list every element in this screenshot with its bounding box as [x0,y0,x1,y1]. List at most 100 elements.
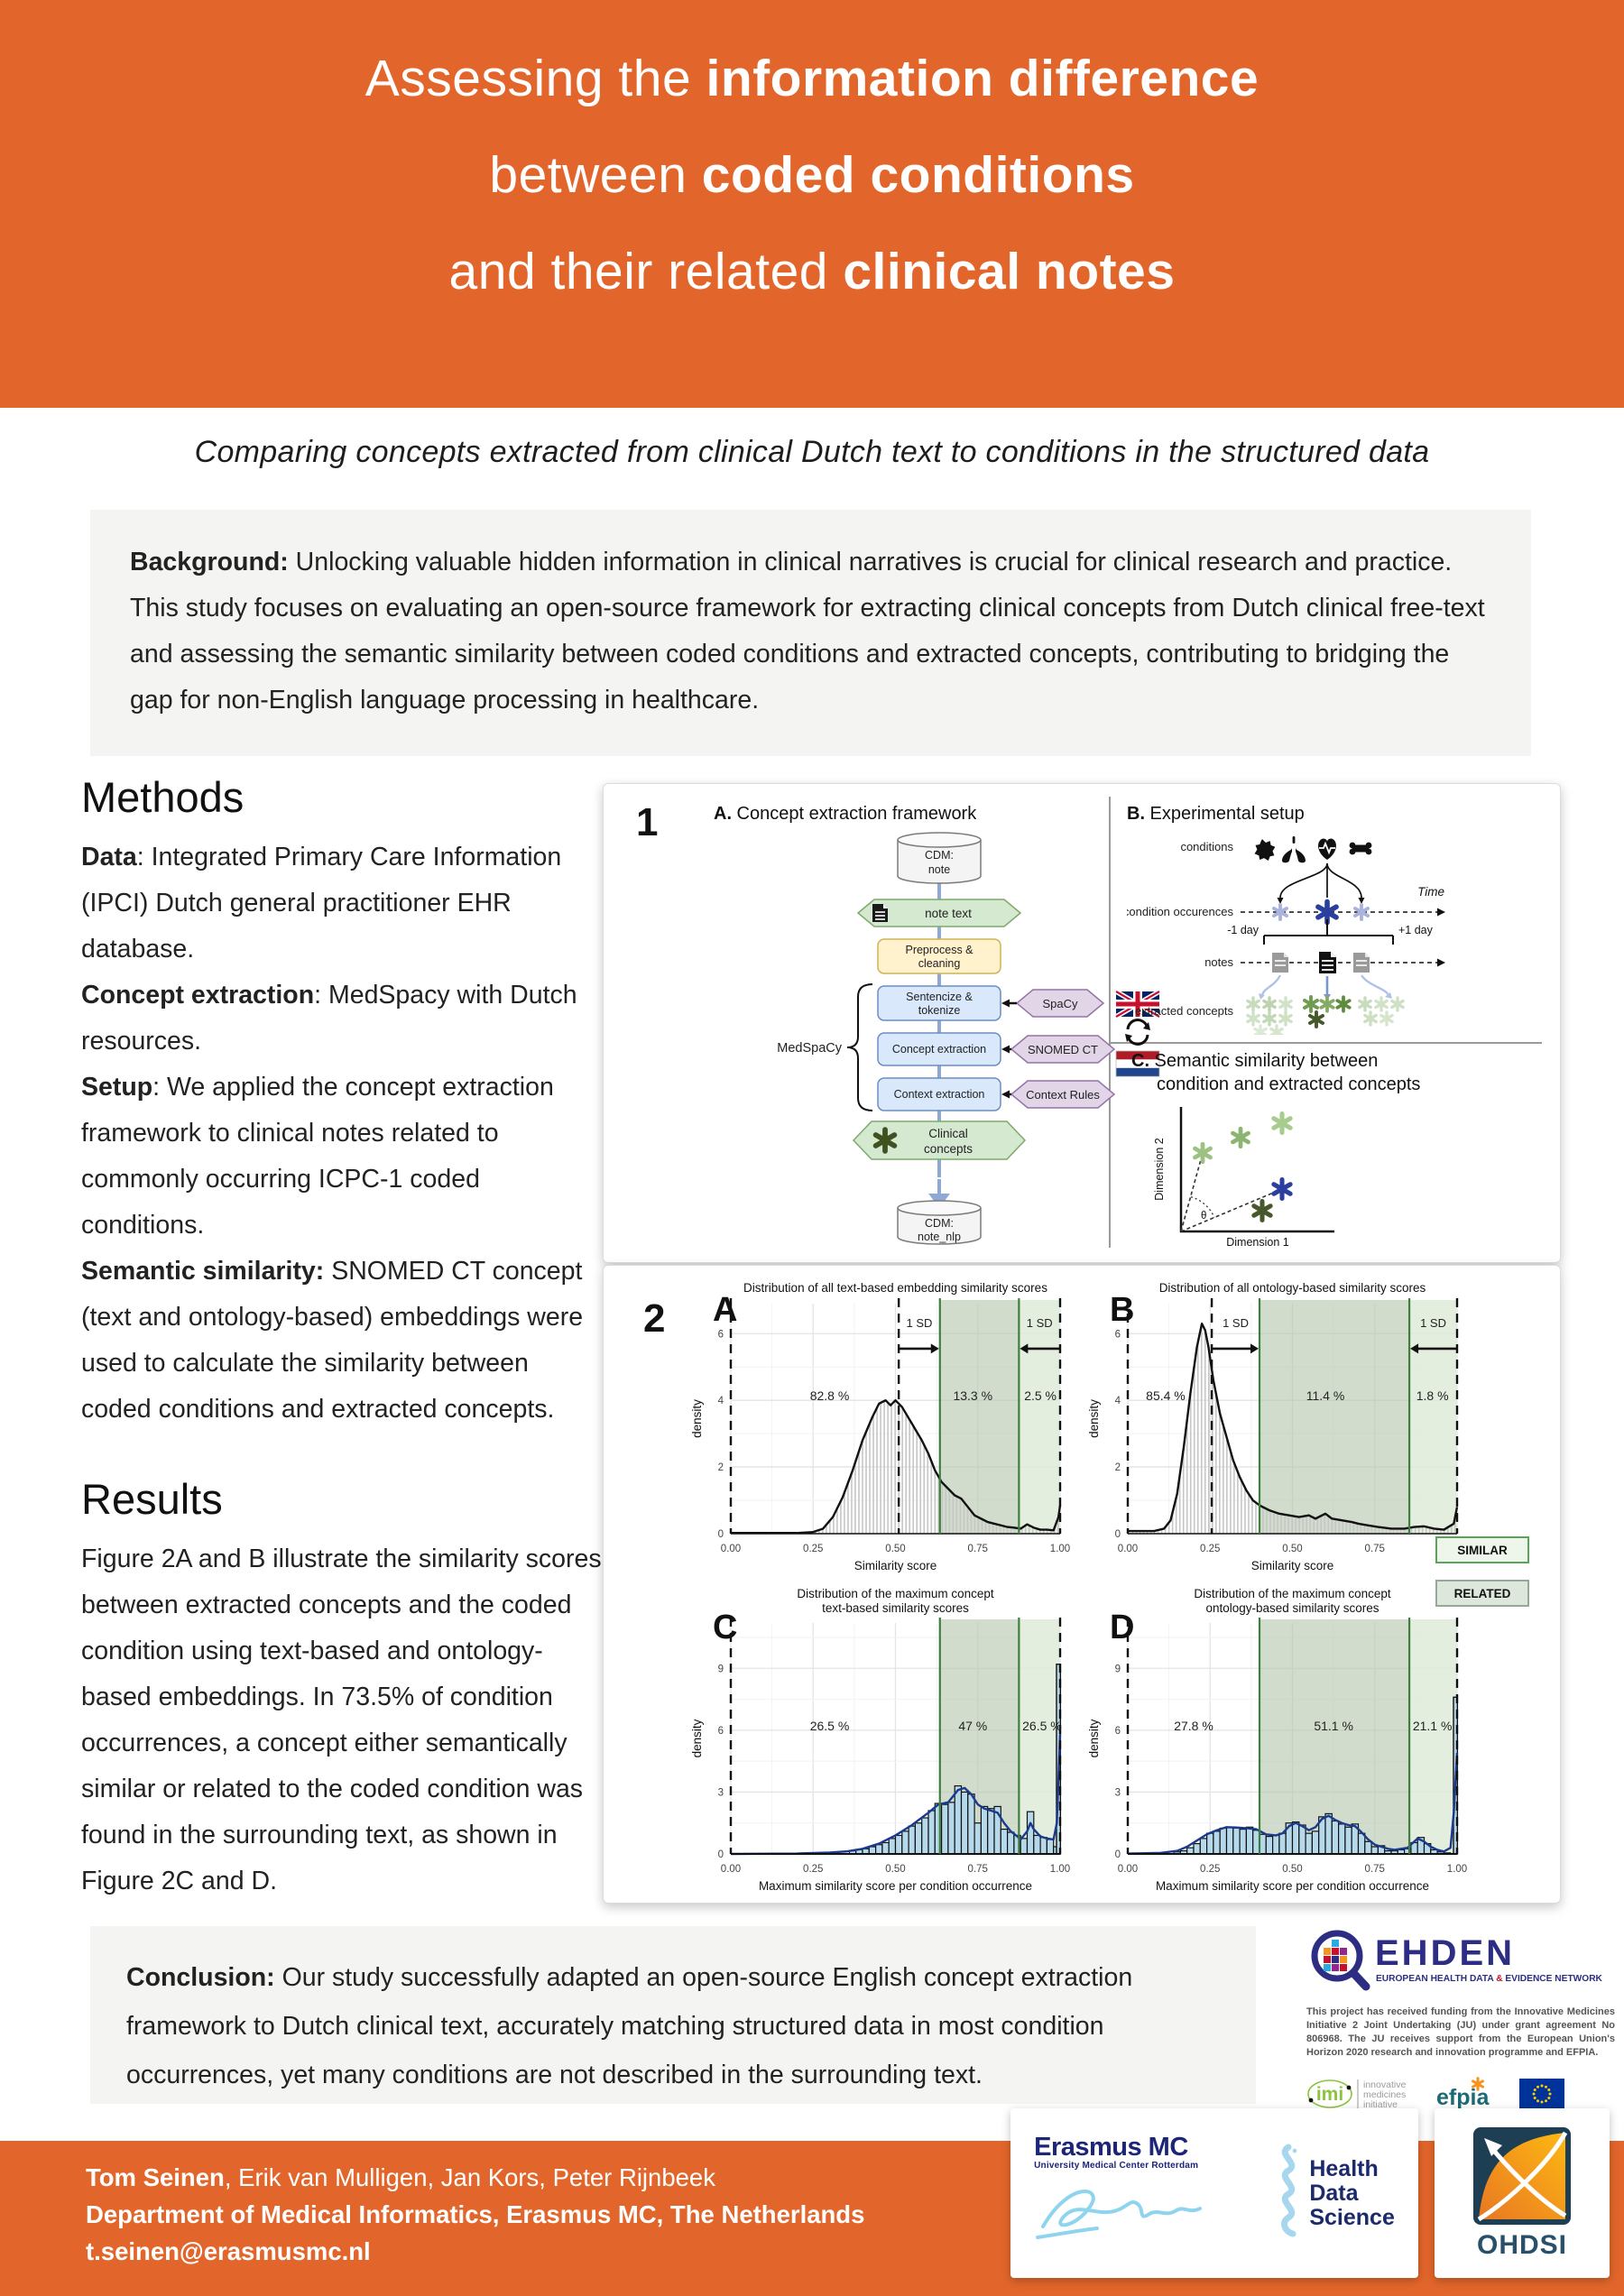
svg-text:density: density [690,1719,704,1757]
left-column: Methods Data: Integrated Primary Care In… [81,772,603,1904]
title-line-1: Assessing the information difference [364,50,1260,107]
erasmus-mc-logo: Erasmus MC University Medical Center Rot… [1034,2134,1246,2253]
svg-text:Sentencize &: Sentencize & [906,991,973,1003]
svg-text:0.50: 0.50 [885,1544,905,1554]
svg-text:0: 0 [718,1849,724,1860]
concept-extraction-node: Concept extraction [877,1032,1001,1066]
svg-text:0.75: 0.75 [968,1544,988,1554]
methods-heading: Methods [81,773,245,821]
background-text: Unlocking valuable hidden information in… [130,548,1485,715]
notes-timeline [1241,952,1445,973]
condition-heart-icon [1318,838,1336,860]
svg-text:density: density [1087,1399,1101,1438]
svg-text:Preprocess &: Preprocess & [905,944,973,956]
efpia-logo: efpia [1436,2077,1490,2110]
svg-text:1 SD: 1 SD [1420,1316,1446,1330]
svg-text:6: 6 [718,1726,724,1737]
note-to-concept-arrows [1259,974,1392,1000]
figure-1b-title: B. Experimental setup [1127,804,1305,824]
svg-text:Dimension 1: Dimension 1 [1226,1236,1289,1249]
ehden-partner-logos: imi innovative medicines initiative efpi… [1306,2072,1615,2116]
ohdsi-name: OHDSI [1476,2230,1567,2260]
svg-text:density: density [1087,1719,1101,1757]
footer-text: Tom Seinen, Erik van Mulligen, Jan Kors,… [86,2159,864,2270]
svg-text:Time: Time [1417,885,1444,899]
semantic-similarity-scatter: Dimension 2 Dimension 1 θ [1153,1107,1334,1249]
svg-text:concepts: concepts [924,1142,973,1156]
svg-text:Similarity score: Similarity score [1251,1559,1334,1572]
chart-c: 26.5 % 47 % 26.5 % 0 3 6 9 0.00 0.25 0.50 0.75 1.00… [689,1583,1073,1901]
svg-text:ontology-based similarity scor: ontology-based similarity scores [1205,1601,1379,1615]
note-doc-gray [1353,953,1370,973]
svg-text:θ: θ [1201,1211,1206,1222]
chart-d: 27.8 % 51.1 % 21.1 % 0 3 6 9 0.00 0.25 0.50 0.75 1.… [1086,1583,1470,1901]
chart-c-letter: C [713,1609,738,1646]
title-line-2: between coded conditions [489,146,1135,204]
figure-1-vertical-divider [1109,797,1111,1248]
svg-text:tokenize: tokenize [918,1004,961,1017]
ehden-magnifier-icon [1311,1930,1370,1991]
svg-text:imi: imi [1316,2084,1343,2105]
svg-text:26.5 %: 26.5 % [1022,1719,1062,1733]
scatter-asterisk-darkgreen [1254,1202,1270,1221]
svg-text:EUROPEAN HEALTH DATA & EVIDENC: EUROPEAN HEALTH DATA & EVIDENCE NETWORK [1376,1974,1603,1984]
sentencize-node: Sentencize & tokenize [877,985,1001,1021]
concept-extraction-flowchart: CDM: note note text Preprocess & cleanin… [777,832,1161,1245]
results-text: Figure 2A and B illustrate the similarit… [81,1544,602,1895]
svg-text:density: density [690,1399,704,1438]
eu-flag-icon [1519,2079,1564,2109]
svg-text:26.5 %: 26.5 % [810,1719,850,1733]
chart-cell-a: A 1 SD 1 SD 82.8 % 13.3 % 2.5 % 0 2 4 6 0.00 0.25 0… [689,1277,1073,1585]
svg-text:SNOMED CT: SNOMED CT [1028,1043,1098,1056]
document-icon [872,904,888,922]
svg-text:6: 6 [1115,1329,1121,1340]
chart-b: 1 SD 1 SD 85.4 % 11.4 % 1.8 % 0 2 4 6 0.00 0.25 0.5… [1086,1277,1470,1581]
svg-text:note text: note text [925,907,972,920]
svg-text:0.25: 0.25 [1200,1864,1220,1875]
results-heading: Results [81,1475,223,1523]
svg-text:1 SD: 1 SD [1027,1316,1053,1330]
svg-text:Dimension 2: Dimension 2 [1153,1138,1166,1201]
svg-text:medicines: medicines [1363,2089,1406,2100]
svg-text:innovative: innovative [1363,2079,1406,2090]
svg-text:2.5 %: 2.5 % [1024,1388,1057,1403]
svg-text:0.75: 0.75 [1365,1864,1385,1875]
chart-b-letter: B [1110,1291,1135,1329]
svg-text:0.00: 0.00 [1118,1544,1138,1554]
uk-flag-icon [1114,989,1161,1019]
figure-2-panel: 2 A 1 SD 1 SD 82.8 % 13.3 % 2.5 % 0 2 4 6 0.00 0.2… [603,1265,1561,1904]
figure-1c-title-line2: condition and extracted concepts [1157,1074,1421,1094]
legend-related: RELATED [1435,1580,1529,1607]
svg-text:conditions: conditions [1180,840,1233,853]
note-text-hexagon: note text [856,899,1022,927]
condition-organ-icon [1254,839,1276,861]
conclusion-box: Conclusion: Our study successfully adapt… [90,1926,1256,2104]
preprocess-node: Preprocess & cleaning [877,938,1001,974]
svg-text:0.00: 0.00 [721,1864,741,1875]
svg-text:notes: notes [1204,955,1233,969]
svg-text:0.25: 0.25 [803,1544,823,1554]
svg-text:85.4 %: 85.4 % [1146,1388,1186,1403]
svg-text:9: 9 [1115,1664,1121,1674]
svg-text:-1 day: -1 day [1227,924,1259,936]
cdm-note-nlp-cylinder: CDM: note_nlp [897,1200,982,1245]
svg-text:2: 2 [1115,1462,1121,1473]
methods-item-data: Data: Integrated Primary Care Informatio… [81,843,562,964]
svg-text:Similarity score: Similarity score [854,1559,937,1572]
scatter-asterisk-blue [1274,1180,1290,1199]
svg-text:1 SD: 1 SD [907,1316,933,1330]
svg-text:CDM:: CDM: [925,849,954,862]
context-extraction-node: Context extraction [877,1077,1001,1111]
svg-text:EHDEN: EHDEN [1375,1933,1515,1973]
svg-text:Context extraction: Context extraction [894,1088,985,1101]
poster-header: Assessing the information difference bet… [0,0,1624,408]
svg-text:Distribution of the maximum co: Distribution of the maximum concept [797,1587,994,1600]
netherlands-flag-icon [1115,1050,1160,1077]
footer-email: t.seinen@erasmusmc.nl [86,2237,371,2265]
svg-text:Concept extraction: Concept extraction [892,1043,986,1056]
svg-text:0.75: 0.75 [968,1864,988,1875]
svg-text:82.8 %: 82.8 % [810,1388,850,1403]
condition-bone-icon [1349,842,1372,855]
chart-cell-b: B 1 SD 1 SD 85.4 % 11.4 % 1.8 % 0 2 4 6 0.00 0.25 0… [1086,1277,1470,1585]
svg-text:1.00: 1.00 [1050,1544,1070,1554]
